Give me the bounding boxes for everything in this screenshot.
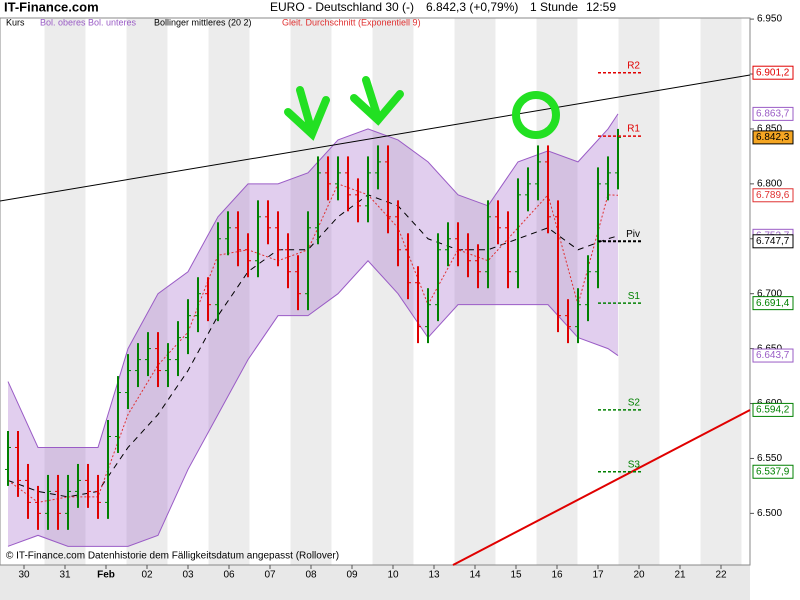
price-tag-label: 6.537,9 bbox=[756, 466, 790, 477]
x-tick-label: 10 bbox=[387, 570, 399, 581]
interval: 1 Stunde bbox=[530, 0, 578, 14]
annotation-circle bbox=[512, 91, 560, 139]
day-stripe bbox=[208, 18, 250, 565]
band-lower bbox=[7, 260, 619, 547]
price-tag bbox=[752, 402, 794, 417]
price-tag-label: 6.594,2 bbox=[756, 405, 790, 416]
x-tick-label: 15 bbox=[510, 570, 522, 581]
pivot-label: S2 bbox=[628, 398, 641, 409]
price-tag-label: 6.691,4 bbox=[756, 298, 790, 309]
x-tick-label: 07 bbox=[264, 570, 276, 581]
x-tick-label: 31 bbox=[59, 570, 71, 581]
legend-entry: Bol. oberes Bol. unteres bbox=[40, 17, 137, 27]
x-tick-label: 09 bbox=[346, 570, 358, 581]
x-tick-label: 02 bbox=[141, 570, 153, 581]
x-tick-label: 20 bbox=[633, 570, 645, 581]
price-tag bbox=[752, 188, 794, 203]
band-fill bbox=[8, 113, 618, 547]
price-tag bbox=[752, 234, 794, 249]
quote: 6.842,3 (+0,79%) bbox=[426, 0, 518, 14]
x-tick-label: 03 bbox=[182, 570, 194, 581]
price-tag-label: 6.747,7 bbox=[756, 236, 790, 247]
x-tick-label: 30 bbox=[18, 570, 30, 581]
y-tick-label: 6.950 bbox=[757, 14, 782, 25]
band-upper bbox=[7, 113, 619, 448]
x-axis-area bbox=[0, 565, 750, 600]
x-tick-label: 14 bbox=[469, 570, 481, 581]
annotation-arrow bbox=[284, 86, 330, 141]
time: 12:59 bbox=[586, 0, 616, 14]
x-tick-label: 16 bbox=[551, 570, 563, 581]
day-stripe bbox=[454, 18, 496, 565]
x-tick-label: 06 bbox=[223, 570, 235, 581]
footer: © IT-Finance.com Datenhistorie dem Fälli… bbox=[6, 551, 339, 562]
annotation-arrow bbox=[350, 76, 404, 126]
price-tag-label: 6.901,2 bbox=[756, 67, 790, 78]
pivot-label: R1 bbox=[627, 124, 640, 135]
x-tick-label: 08 bbox=[305, 570, 317, 581]
day-stripe bbox=[700, 18, 742, 565]
y-tick-label: 6.700 bbox=[757, 288, 782, 299]
legend-entry: Bollinger mittleres (20 2) bbox=[154, 17, 252, 27]
pivot-label: Piv bbox=[626, 229, 640, 240]
price-tag-label: 6.643,7 bbox=[756, 350, 790, 361]
pivot-label: S1 bbox=[628, 291, 641, 302]
trendline bbox=[452, 409, 751, 566]
x-tick-label: 21 bbox=[674, 570, 686, 581]
y-tick-label: 6.800 bbox=[757, 178, 782, 189]
x-tick-label: 13 bbox=[428, 570, 440, 581]
legend-entry: Kurs bbox=[6, 17, 25, 27]
price-tag bbox=[752, 106, 794, 121]
price-tag bbox=[752, 296, 794, 311]
x-tick-label: 17 bbox=[592, 570, 604, 581]
y-tick-label: 6.550 bbox=[757, 453, 782, 464]
trendline bbox=[0, 74, 751, 202]
day-stripe bbox=[618, 18, 660, 565]
pivot-label: R2 bbox=[627, 60, 640, 71]
x-tick-label: Feb bbox=[97, 570, 115, 581]
plot-frame bbox=[0, 17, 751, 566]
price-tag bbox=[752, 130, 794, 145]
price-tag-label: 6.789,6 bbox=[756, 190, 790, 201]
legend-entry: Gleit. Durchschnitt (Exponentiell 9) bbox=[282, 17, 421, 27]
price-tag bbox=[752, 464, 794, 479]
middle-line bbox=[7, 194, 619, 498]
y-tick-label: 6.500 bbox=[757, 508, 782, 519]
price-tag-label: 6.863,7 bbox=[756, 109, 790, 120]
ema-line bbox=[7, 183, 619, 503]
price-tag bbox=[752, 65, 794, 80]
price-tag-label: 6.842,3 bbox=[756, 132, 790, 143]
price-tag bbox=[752, 348, 794, 363]
y-tick-label: 6.850 bbox=[757, 124, 782, 135]
x-tick-label: 22 bbox=[715, 570, 727, 581]
site-name: IT-Finance.com bbox=[4, 0, 99, 14]
pivot-label: S3 bbox=[628, 459, 641, 470]
chart-title: EURO - Deutschland 30 (-) bbox=[270, 0, 414, 14]
